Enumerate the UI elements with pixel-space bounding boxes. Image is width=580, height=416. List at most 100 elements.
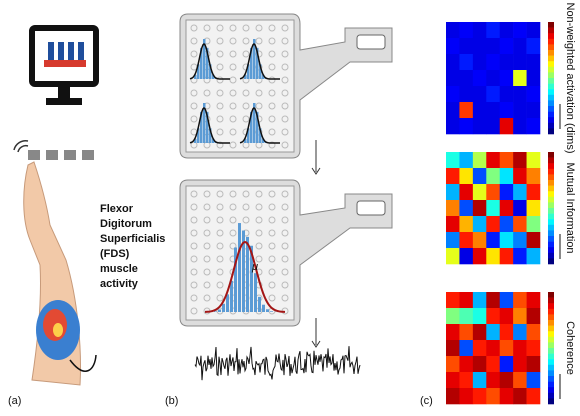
colorbar-step (548, 348, 554, 354)
colorbar-step (548, 359, 554, 365)
colorbar-step (548, 398, 554, 404)
hist-bar (270, 311, 273, 312)
heatmap-cell (473, 184, 487, 200)
colorbar-step (548, 44, 554, 50)
colorbar-step (548, 370, 554, 376)
colorbar-step (548, 128, 554, 134)
heatmap-cell (473, 152, 487, 168)
heatmap-cell (486, 152, 500, 168)
colorbar-step (548, 247, 554, 253)
heatmap-cell (527, 102, 541, 118)
figure: FlexorDigitorumSuperficialis(FDS)musclea… (0, 0, 580, 411)
heatmap-cell (513, 102, 527, 118)
heatmap-cell (527, 22, 541, 38)
fds-label-line: (FDS) (100, 248, 130, 260)
colorbar-step (548, 292, 554, 298)
emg-signal (195, 346, 360, 380)
heatmap-cell (486, 232, 500, 248)
heatmap-cell (459, 324, 473, 340)
heatmap-cell (500, 372, 514, 388)
heatmap-cell (500, 308, 514, 324)
arm (24, 162, 96, 385)
heatmap-cell (527, 86, 541, 102)
hist-bar (262, 305, 265, 312)
colorbar-step (548, 39, 554, 45)
heatmap-cell (446, 232, 460, 248)
heatmap-cell (527, 216, 541, 232)
colorbar-step (548, 309, 554, 315)
hist-bar (222, 304, 225, 312)
hist-bar (246, 237, 249, 312)
colorbar-step (548, 236, 554, 242)
heatmap-cell (459, 292, 473, 308)
heatmap-cell (473, 86, 487, 102)
heatmap-cell (513, 248, 527, 264)
colorbar-step (548, 214, 554, 220)
heatmap-cell (446, 292, 460, 308)
heatmap-cell (527, 292, 541, 308)
heatmap-cell (446, 22, 460, 38)
heatmap-cell (486, 38, 500, 54)
heatmap-cell (500, 86, 514, 102)
colorbar-step (548, 186, 554, 192)
panel-label: (c) (420, 395, 433, 407)
hist-bar (258, 297, 261, 312)
heatmap-cell (459, 118, 473, 134)
heatmap-cell (473, 54, 487, 70)
colorbar-step (548, 225, 554, 231)
colorbar-step (548, 117, 554, 123)
heatmap-cell (527, 54, 541, 70)
heatmap-cell (500, 216, 514, 232)
heatmap-cell (459, 184, 473, 200)
heatmap-cell (486, 292, 500, 308)
heatmap-cell (459, 216, 473, 232)
colorbar-step (548, 158, 554, 164)
colorbar-step (548, 28, 554, 34)
colorbar-step (548, 67, 554, 73)
heatmap-cell (486, 216, 500, 232)
heatmap-cell (446, 70, 460, 86)
heatmap-cell (486, 184, 500, 200)
heatmap-cell (527, 388, 541, 404)
heatmap-cell (459, 152, 473, 168)
colorbar-step (548, 253, 554, 259)
heatmap-cell (459, 372, 473, 388)
heatmap-cell (500, 152, 514, 168)
heatmap-cell (513, 200, 527, 216)
heatmap-cell (513, 232, 527, 248)
heatmap-cell (459, 388, 473, 404)
colorbar-step (548, 56, 554, 62)
heatmap-cell (527, 152, 541, 168)
heatmap-cell (446, 118, 460, 134)
heatmap-cell (446, 248, 460, 264)
heatmap-cell (459, 168, 473, 184)
heatmap-cell (446, 168, 460, 184)
heatmap-cell (527, 372, 541, 388)
hist-bar (266, 309, 269, 312)
heatmap-cell (527, 168, 541, 184)
colorbar-step (548, 50, 554, 56)
colorbar-step (548, 89, 554, 95)
heatmap-cell (486, 54, 500, 70)
heatmap-cell (527, 232, 541, 248)
heatmap-cell (446, 152, 460, 168)
heatmap-cell (486, 388, 500, 404)
heatmap-cell (486, 168, 500, 184)
heatmap-cell (446, 372, 460, 388)
heatmap-cell (513, 340, 527, 356)
colorbar-step (548, 376, 554, 382)
heatmap-cell (513, 388, 527, 404)
heatmap-cell (486, 102, 500, 118)
heatmap-cell (459, 86, 473, 102)
heatmap-cell (446, 86, 460, 102)
heatmap-cell (500, 200, 514, 216)
heatmap-cell (500, 292, 514, 308)
heatmap-cell (527, 70, 541, 86)
colorbar-step (548, 123, 554, 129)
heatmap-cell (459, 248, 473, 264)
heatmap-cell (486, 248, 500, 264)
colorbar-step (548, 180, 554, 186)
heatmap-cell (473, 388, 487, 404)
heatmap-cell (459, 308, 473, 324)
heatmap-label: Coherence (564, 321, 576, 375)
